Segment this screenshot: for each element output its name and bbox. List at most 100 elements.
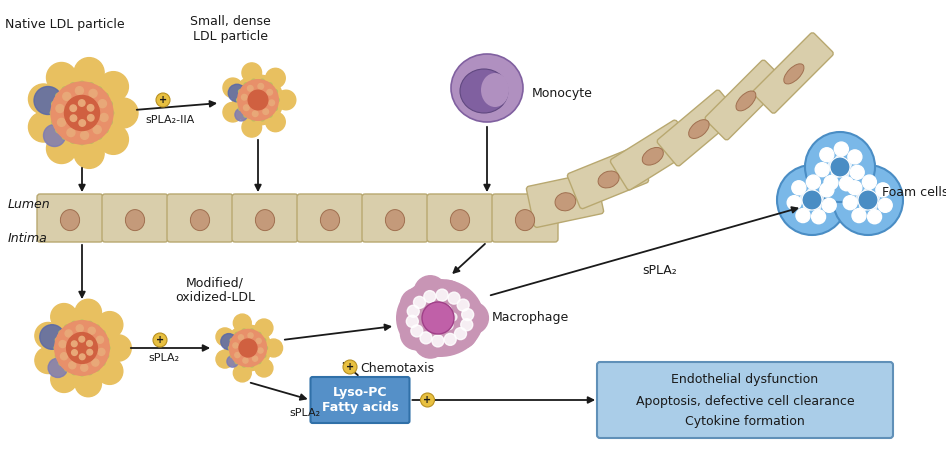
Circle shape <box>52 119 57 125</box>
Circle shape <box>87 105 94 111</box>
Circle shape <box>242 98 246 102</box>
Circle shape <box>79 364 84 369</box>
Circle shape <box>79 327 84 332</box>
Circle shape <box>69 361 76 369</box>
Circle shape <box>796 208 810 222</box>
Circle shape <box>253 84 257 88</box>
FancyBboxPatch shape <box>610 120 693 190</box>
Ellipse shape <box>451 54 523 122</box>
Circle shape <box>73 130 79 136</box>
Circle shape <box>248 333 254 338</box>
Circle shape <box>51 304 78 330</box>
Circle shape <box>235 352 238 356</box>
Circle shape <box>80 364 88 371</box>
FancyBboxPatch shape <box>232 194 298 242</box>
Circle shape <box>270 98 274 102</box>
Circle shape <box>79 131 85 137</box>
Circle shape <box>55 337 61 342</box>
Circle shape <box>869 202 877 210</box>
Circle shape <box>79 336 84 342</box>
Circle shape <box>79 320 84 325</box>
Circle shape <box>70 105 77 111</box>
Circle shape <box>456 302 488 334</box>
FancyBboxPatch shape <box>37 194 103 242</box>
Circle shape <box>266 112 286 132</box>
Circle shape <box>50 110 56 116</box>
Circle shape <box>229 346 233 350</box>
Circle shape <box>72 370 77 375</box>
Circle shape <box>79 100 85 106</box>
Ellipse shape <box>61 210 79 231</box>
Circle shape <box>98 100 107 108</box>
Circle shape <box>253 111 258 116</box>
Circle shape <box>99 117 105 122</box>
FancyBboxPatch shape <box>657 90 739 166</box>
Circle shape <box>220 333 236 350</box>
Circle shape <box>216 350 234 368</box>
Circle shape <box>62 92 71 101</box>
Circle shape <box>421 393 434 407</box>
Ellipse shape <box>555 193 576 211</box>
Text: +: + <box>424 395 431 405</box>
Circle shape <box>58 118 65 126</box>
Circle shape <box>815 193 824 201</box>
Circle shape <box>233 75 283 125</box>
Circle shape <box>268 83 272 87</box>
Circle shape <box>265 109 269 113</box>
Circle shape <box>79 139 85 145</box>
Circle shape <box>269 100 274 106</box>
Circle shape <box>820 148 833 162</box>
Circle shape <box>87 341 93 346</box>
Circle shape <box>59 341 66 347</box>
Circle shape <box>238 90 243 94</box>
Circle shape <box>76 87 83 95</box>
Circle shape <box>258 83 264 89</box>
Circle shape <box>843 196 857 210</box>
Circle shape <box>72 321 77 326</box>
Circle shape <box>54 346 59 351</box>
Circle shape <box>79 81 85 87</box>
Circle shape <box>61 346 66 351</box>
Circle shape <box>108 110 114 116</box>
Circle shape <box>238 336 242 340</box>
Circle shape <box>276 90 296 110</box>
Circle shape <box>833 165 903 235</box>
Circle shape <box>249 359 253 362</box>
Circle shape <box>72 350 78 356</box>
Circle shape <box>79 89 85 95</box>
Circle shape <box>401 302 433 334</box>
Circle shape <box>77 325 83 332</box>
Circle shape <box>94 125 101 134</box>
Circle shape <box>856 194 865 202</box>
Circle shape <box>96 98 102 103</box>
Circle shape <box>95 366 99 371</box>
Circle shape <box>255 359 273 377</box>
Circle shape <box>243 104 248 108</box>
FancyBboxPatch shape <box>568 147 649 209</box>
FancyBboxPatch shape <box>310 377 410 423</box>
Circle shape <box>420 332 432 344</box>
Ellipse shape <box>321 210 340 231</box>
Text: Chemotaxis: Chemotaxis <box>360 361 434 375</box>
Circle shape <box>74 58 104 87</box>
Ellipse shape <box>190 210 210 231</box>
Circle shape <box>250 363 254 367</box>
Circle shape <box>96 123 102 128</box>
FancyBboxPatch shape <box>753 33 833 113</box>
Circle shape <box>449 313 457 321</box>
Circle shape <box>243 333 247 337</box>
Circle shape <box>51 82 113 144</box>
Circle shape <box>56 105 64 112</box>
Circle shape <box>46 63 77 92</box>
Ellipse shape <box>481 73 509 107</box>
Circle shape <box>257 360 261 364</box>
Circle shape <box>820 183 833 197</box>
Circle shape <box>80 131 89 140</box>
Circle shape <box>52 101 57 107</box>
Circle shape <box>249 333 253 337</box>
Circle shape <box>259 84 263 88</box>
Circle shape <box>448 292 460 304</box>
Circle shape <box>28 84 59 114</box>
Circle shape <box>64 366 69 371</box>
Ellipse shape <box>516 210 534 231</box>
